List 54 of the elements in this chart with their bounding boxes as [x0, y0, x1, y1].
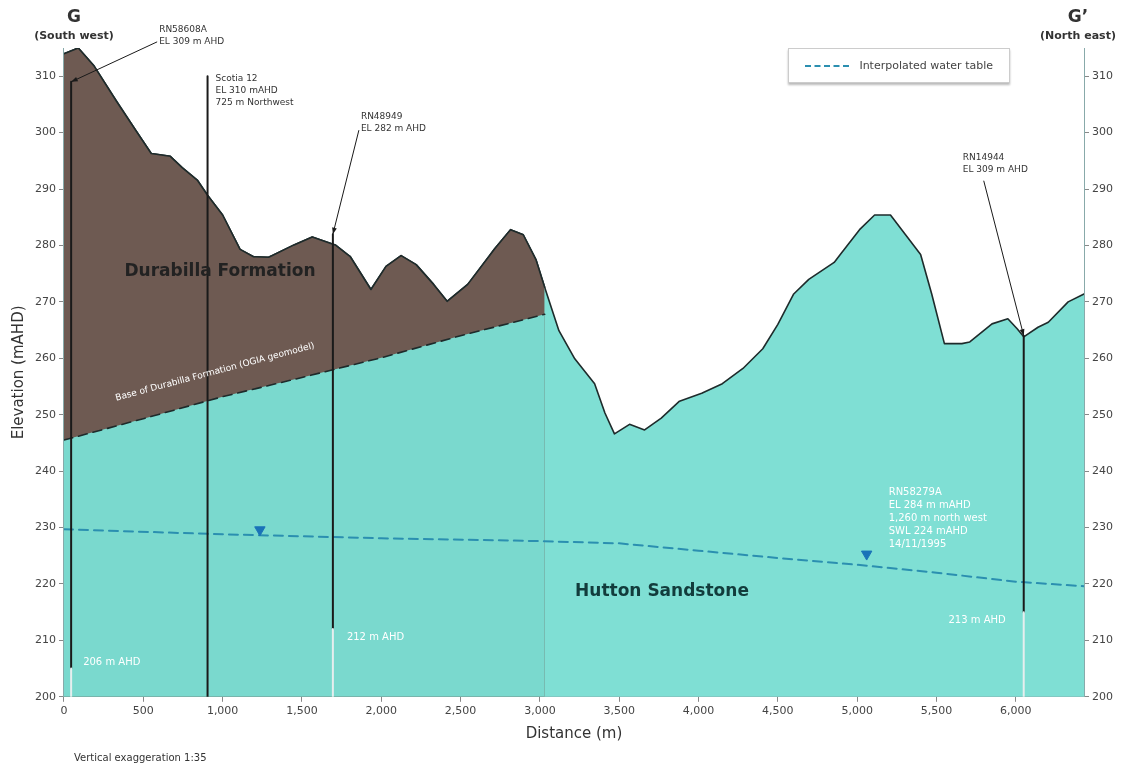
- y2-tick-label: 270: [1092, 294, 1113, 308]
- annotation: 212 m AHD: [346, 630, 405, 642]
- x-tick-label: 6,000: [1000, 704, 1032, 718]
- y-tick-label: 310: [35, 69, 56, 83]
- annotation: Hutton Sandstone: [575, 580, 749, 601]
- text: Vertical exaggeration 1:35: [74, 751, 207, 763]
- y-tick-label: 270: [35, 294, 56, 308]
- x-tick-label: 0: [60, 704, 68, 718]
- y2-tick-label: 300: [1092, 125, 1113, 139]
- y-tick-label: 200: [35, 689, 56, 703]
- y2-tick-label: 200: [1092, 689, 1113, 703]
- y2-tick-label: 280: [1092, 238, 1113, 252]
- y-tick-label: 220: [35, 576, 56, 590]
- y-tick-label: 290: [35, 181, 56, 195]
- annotation: RN14944 EL 309 m AHD: [962, 152, 1028, 175]
- y-tick-label: 210: [35, 633, 56, 647]
- y-tick-label: 240: [35, 463, 56, 477]
- annotation: Scotia 12 EL 310 mAHD 725 m Northwest: [215, 72, 294, 107]
- y2-tick-label: 310: [1092, 69, 1113, 83]
- x-tick-label: 4,000: [682, 704, 715, 718]
- y-tick-label: 260: [35, 351, 56, 365]
- x-tick-label: 3,500: [603, 704, 635, 718]
- y2-tick-label: 230: [1092, 520, 1113, 534]
- annotation: 213 m AHD: [948, 613, 1007, 625]
- x-tick-label: 3,000: [524, 704, 556, 718]
- x-tick-label: 1,000: [206, 704, 239, 718]
- text: G: [67, 6, 81, 27]
- y-tick-label: 280: [35, 238, 56, 252]
- annotation: RN58279A EL 284 m mAHD 1,260 m north west SWL 224 mAHD 14/11/1995: [888, 485, 987, 549]
- x-tick-label: 2,000: [365, 704, 398, 718]
- y-axis-title: Elevation (mAHD): [8, 305, 27, 440]
- x-tick-label: 4,500: [762, 704, 794, 718]
- x-tick-label: 5,500: [920, 704, 953, 718]
- annotation: 206 m AHD: [83, 656, 141, 668]
- annotation: RN58608A EL 309 m AHD: [159, 24, 225, 47]
- text: G’: [1067, 6, 1089, 27]
- y-tick-label: 300: [35, 125, 56, 139]
- y-tick-label: 250: [35, 407, 56, 421]
- y2-tick-label: 250: [1092, 407, 1113, 421]
- y2-tick-label: 220: [1092, 576, 1113, 590]
- x-tick-label: 1,500: [286, 704, 318, 718]
- y2-tick-label: 290: [1092, 181, 1113, 195]
- y2-tick-label: 260: [1092, 351, 1113, 365]
- text: (South west): [34, 28, 114, 42]
- legend-label: Interpolated water table: [859, 59, 993, 72]
- text: (North east): [1040, 28, 1116, 42]
- x-tick-label: 500: [132, 704, 154, 718]
- x-tick-label: 2,500: [444, 704, 477, 718]
- y-tick-label: 230: [35, 520, 56, 534]
- annotation: RN48949 EL 282 m AHD: [360, 110, 427, 133]
- x-tick-label: 5,000: [841, 704, 873, 718]
- y2-tick-label: 240: [1092, 463, 1113, 477]
- x-axis-title: Distance (m): [525, 723, 623, 742]
- y2-tick-label: 210: [1092, 633, 1113, 647]
